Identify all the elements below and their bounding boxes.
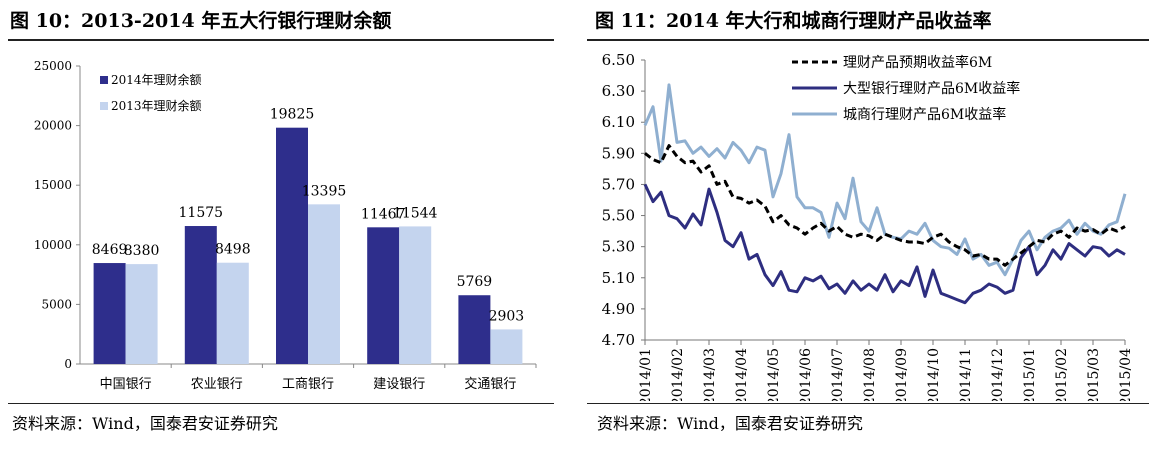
right-x-tick-label: 2015/01 [1022,348,1038,401]
left-bar-2013 [125,264,158,364]
right-x-tick-label: 2014/02 [670,348,686,401]
left-bar-2013 [216,262,249,364]
right-x-tick-label: 2015/03 [1086,348,1102,401]
right-y-tick-label: 6.50 [602,51,635,69]
right-y-tick-label: 4.90 [602,300,635,318]
right-y-tick-label: 6.30 [602,82,635,100]
right-source-note: 资料来源：Wind，国泰君安证券研究 [597,414,863,433]
left-y-tick-label: 25000 [34,59,72,73]
right-x-tick-label: 2014/03 [702,348,718,401]
right-legend-label: 城商行理财产品6M收益率 [843,106,1006,123]
left-legend-swatch [100,76,108,84]
left-bar-value-label: 11544 [393,205,438,221]
right-x-tick-label: 2014/06 [798,348,814,401]
left-bar-value-label: 11575 [179,205,224,221]
left-chart-title: 图 10：2013-2014 年五大行银行理财余额 [10,10,392,32]
left-x-category-label: 工商银行 [282,377,334,392]
left-bar-value-label: 19825 [270,107,315,123]
right-source-rule [587,403,1149,404]
right-y-tick-label: 5.10 [602,269,635,287]
left-bar-2014 [458,295,491,364]
left-legend-label: 2013年理财余额 [111,98,202,113]
left-source-rule [8,403,554,404]
left-x-category-label: 建设银行 [373,377,425,392]
right-y-tick-label: 6.10 [602,113,635,131]
left-legend-swatch [100,102,108,110]
right-x-tick-label: 2015/02 [1054,348,1070,401]
left-bar-2013 [490,329,523,364]
left-x-category-label: 农业银行 [191,377,243,392]
right-legend-label: 理财产品预期收益率6M [843,54,992,71]
right-y-tick-label: 5.50 [602,207,635,225]
left-y-tick-label: 0 [64,357,72,371]
left-bar-2014 [276,127,308,364]
right-x-tick-label: 2014/09 [894,348,910,401]
right-x-tick-label: 2014/04 [734,348,750,401]
right-chart-panel: 图 11：2014 年大行和城商行理财产品收益率 4.70 4.90 5.10 5.3… [585,0,1154,449]
left-bar-value-label: 5769 [457,274,493,290]
right-x-tick-label: 2014/01 [638,348,654,401]
left-x-category-label: 中国银行 [100,377,152,392]
right-line-chart: 4.70 4.90 5.10 5.30 5.50 5.70 5.90 6.10 6.30 6.50… [602,51,1134,401]
left-bar-2013 [308,204,340,364]
left-x-category-label: 交通银行 [464,376,516,392]
left-bar-value-label: 2903 [489,308,525,324]
right-x-tick-label: 2014/12 [990,348,1006,401]
right-x-tick-label: 2014/08 [862,348,878,401]
left-bar-value-label: 11467 [361,206,406,222]
left-source-note: 资料来源：Wind，国泰君安证券研究 [12,414,278,433]
left-bar-2014 [184,226,217,364]
right-x-tick-label: 2014/11 [958,348,974,401]
right-series-line-1 [644,144,1126,267]
right-x-tick-label: 2014/10 [926,348,942,401]
left-bar-2013 [399,226,432,364]
left-bar-value-label: 13395 [302,183,347,199]
right-series-line-3 [643,83,1127,277]
left-y-tick-label: 15000 [34,178,72,192]
right-y-tick-label: 5.90 [602,144,635,162]
left-bar-value-label: 8498 [215,242,251,258]
right-y-tick-label: 4.70 [602,331,635,349]
right-x-tick-label: 2015/04 [1118,348,1134,401]
left-bar-2014 [367,227,400,364]
left-y-tick-label: 20000 [34,119,72,133]
left-title-rule [8,39,554,41]
right-chart-title: 图 11：2014 年大行和城商行理财产品收益率 [595,10,992,32]
left-bar-value-label: 8469 [92,242,128,258]
left-legend-label: 2014年理财余额 [111,72,202,87]
left-y-tick-label: 5000 [41,297,72,311]
right-x-tick-label: 2014/05 [766,348,782,401]
left-bar-2014 [93,263,126,364]
left-y-tick-label: 10000 [34,238,72,252]
right-y-tick-label: 5.30 [602,238,635,256]
right-title-rule [587,39,1149,41]
left-bar-value-label: 8380 [124,243,160,259]
right-series-line-2 [643,183,1126,305]
right-legend-label: 大型银行理财产品6M收益率 [843,80,1020,97]
right-y-tick-label: 5.70 [602,175,635,193]
right-x-tick-label: 2014/07 [830,348,846,401]
left-chart-panel: 图 10：2013-2014 年五大行银行理财余额 0 5000 10000 1500… [0,0,568,449]
